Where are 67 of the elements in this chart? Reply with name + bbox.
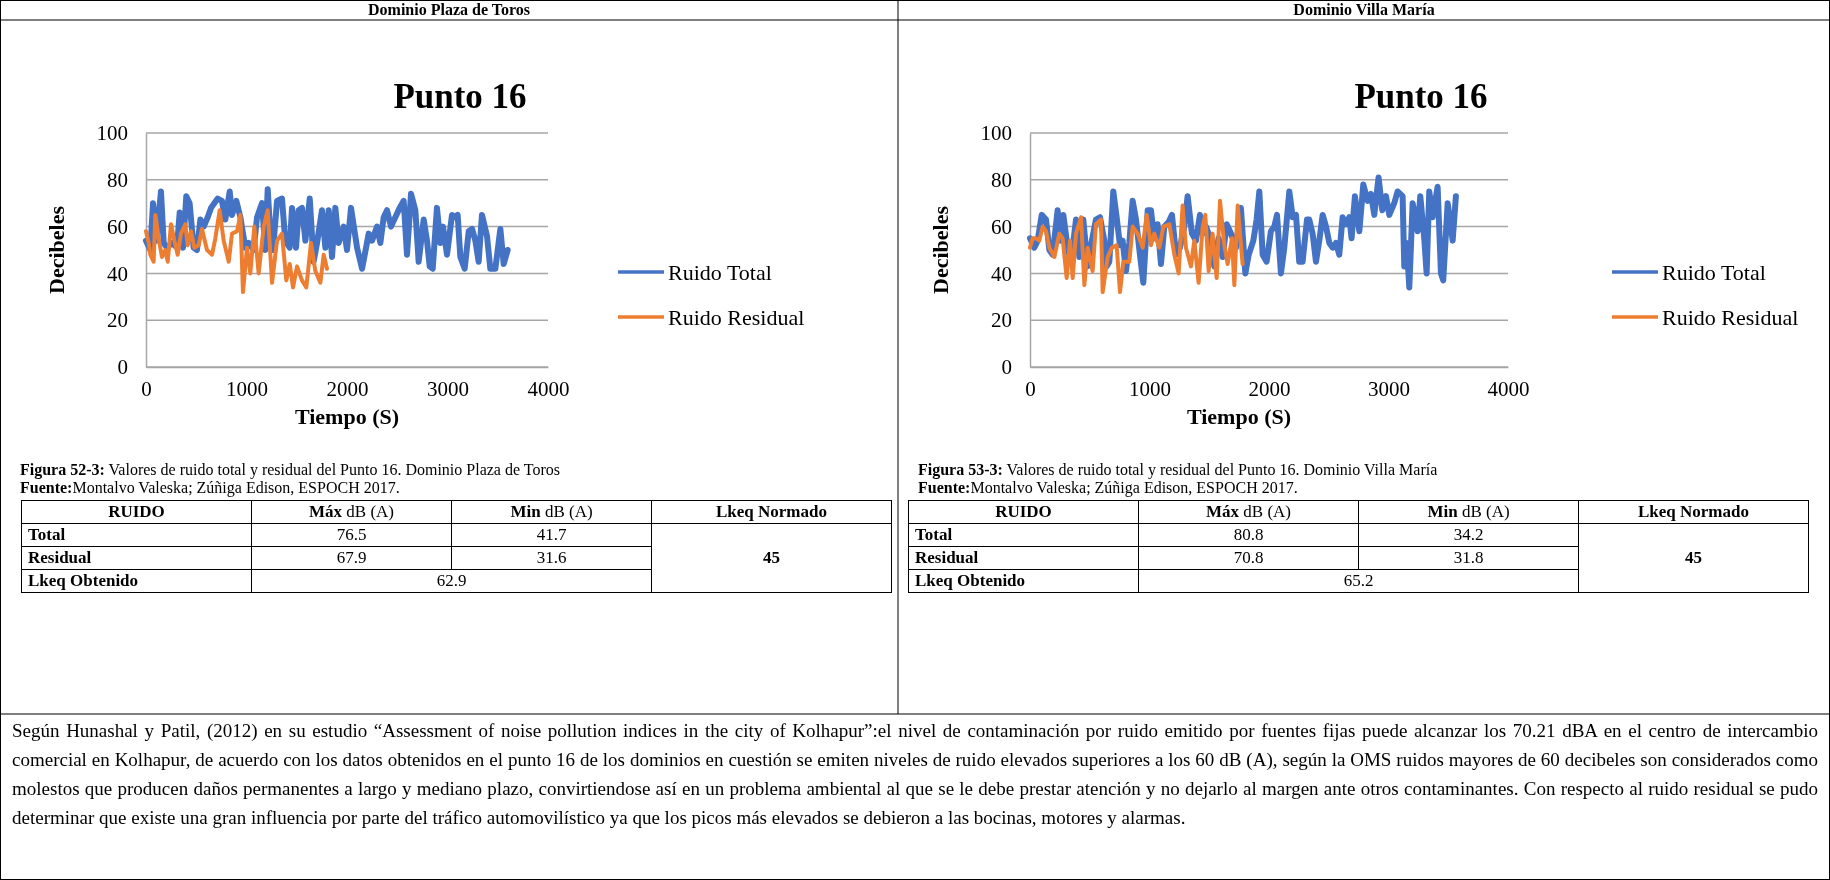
text: Lkeq Normado [1578,500,1809,524]
text: 80.8 [1138,523,1359,547]
y-axis-title: Decibeles [44,205,69,294]
x-tick-label: 4000 [1487,376,1530,401]
source-note: Fuente:Montalvo Valeska; Zúñiga Edison, ESPOCH 2017. [20,479,400,496]
text: Máx dB (A) [309,502,394,521]
text: Lkeq Obtenido [21,569,252,593]
y-tick-label: 20 [107,308,128,333]
text: 67.9 [251,546,452,570]
text: Total [21,523,252,547]
text: Según Hunashal y Patil, (2012) en su estudio “Assessment of noise pollution indices in the city of Kolhapur”:el nivel de contaminación por ruido emitido por fuentes fijas puede alcanzar los 70.21 dBA en el centro de intercambio comercial en Kolhapur, de acuerdo con los datos obtenidos en el punto 16 de los dominios en cuestión se emiten niveles de ruido elevados superiores a los 60 dB (A), según la OMS ruidos mayores de 60 decibeles son considerados como molestos que producen daños permanentes a largo y mediano plazo, convirtiendose así en un problema ambiental al que se le debe prestar atención y no dejarlo al margen ante otros contaminantes. Con respecto al ruido residual se pudo determinar que existe una gran influencia por parte del tráfico automovilístico ya que los picos más elevados se debieron a las bocinas, motores y alarmas. [12,719,1818,830]
legend-label: Ruido Residual [1662,305,1799,330]
text: 70.8 [1138,546,1359,570]
text: 62.9 [251,569,652,593]
y-tick-label: 0 [1001,355,1012,380]
legend-label: Ruido Total [1662,260,1766,285]
y-tick-label: 40 [991,261,1012,286]
text: RUIDO [21,500,252,524]
line-series [144,208,329,295]
text: Total [908,523,1139,547]
text: Residual [908,546,1139,570]
source-note: Fuente:Montalvo Valeska; Zúñiga Edison, ESPOCH 2017. [918,479,1298,496]
chart-title: Punto 16 [1354,77,1488,116]
y-axis-title: Decibeles [928,205,953,294]
legend-label: Ruido Total [668,260,772,285]
text: Dominio Plaza de Toros [367,1,531,19]
x-axis-title: Tiempo (S) [294,404,400,429]
y-tick-label: 0 [117,355,128,380]
y-tick-label: 100 [980,121,1012,146]
y-tick-label: 60 [991,214,1012,239]
x-tick-label: 2000 [1248,376,1291,401]
text: Residual [21,546,252,570]
y-tick-label: 20 [991,308,1012,333]
text: 45 [651,523,892,593]
text: 31.8 [1358,546,1579,570]
chart-title: Punto 16 [393,77,527,116]
text: 34.2 [1358,523,1579,547]
y-tick-label: 100 [96,121,128,146]
y-tick-label: 80 [107,168,128,193]
text: 31.6 [451,546,652,570]
text: Figura 53-3: Valores de ruido total y residual del Punto 16. Dominio Villa María [918,461,1438,478]
y-tick-label: 40 [107,261,128,286]
text: Min dB (A) [510,502,593,521]
y-tick-label: 60 [107,214,128,239]
x-axis-title: Tiempo (S) [1186,404,1292,429]
text: 45 [1578,523,1809,593]
text: Lkeq Normado [651,500,892,524]
x-tick-label: 0 [141,376,152,401]
legend-label: Ruido Residual [668,305,805,330]
text: Min dB (A) [1427,502,1510,521]
x-tick-label: 1000 [1129,376,1171,401]
text: RUIDO [908,500,1139,524]
x-tick-label: 4000 [527,376,570,401]
x-tick-label: 3000 [1368,376,1410,401]
text: Máx dB (A) [1206,502,1291,521]
x-tick-label: 0 [1025,376,1036,401]
x-tick-label: 3000 [427,376,469,401]
text: Dominio Villa María [1292,1,1436,19]
text: 65.2 [1138,569,1579,593]
text: Figura 52-3: Valores de ruido total y residual del Punto 16. Dominio Plaza de Toros [20,461,560,478]
text: 41.7 [451,523,652,547]
text: Lkeq Obtenido [908,569,1139,593]
x-tick-label: 2000 [326,376,369,401]
text: 76.5 [251,523,452,547]
y-tick-label: 80 [991,168,1012,193]
x-tick-label: 1000 [226,376,268,401]
line-series [1028,198,1245,295]
